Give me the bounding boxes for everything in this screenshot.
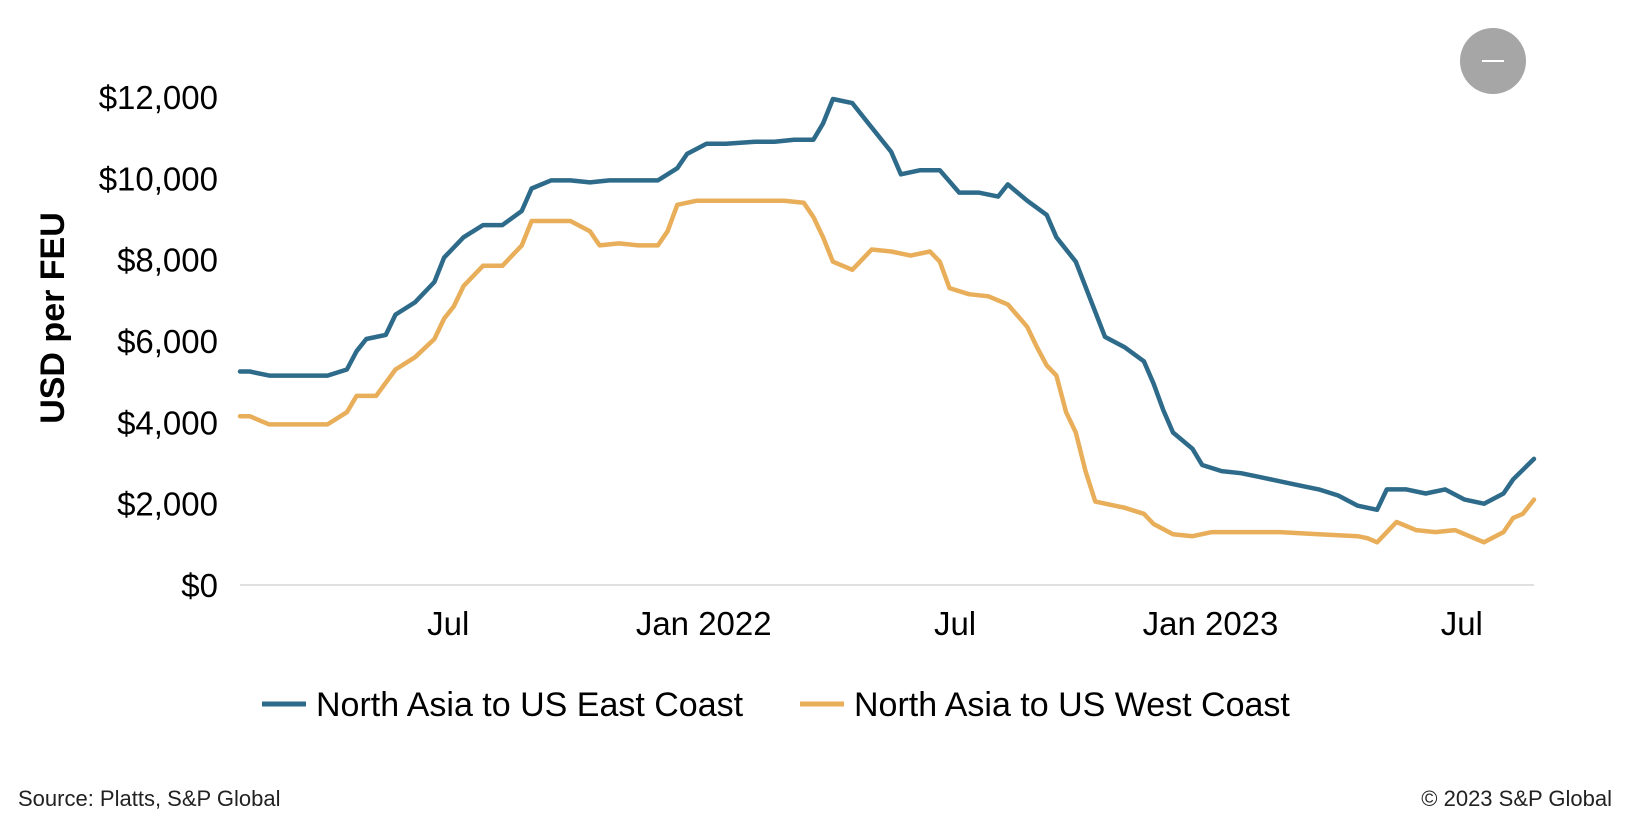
x-tick-label: Jan 2023 — [1143, 605, 1279, 642]
y-axis-ticks: $0 $2,000 $4,000 $6,000 $8,000 $10,000 $12,000 — [99, 79, 218, 604]
x-tick-label: Jan 2022 — [636, 605, 772, 642]
copyright-note: © 2023 S&P Global — [1421, 786, 1612, 811]
y-tick-label: $10,000 — [99, 160, 218, 197]
y-axis-label: USD per FEU — [34, 212, 72, 424]
collapse-button[interactable] — [1460, 28, 1526, 94]
series-lines — [237, 96, 1537, 545]
y-tick-label: $12,000 — [99, 79, 218, 116]
legend-label-1: North Asia to US East Coast — [316, 686, 744, 724]
x-tick-label: Jul — [1441, 605, 1483, 642]
series-line-2 — [237, 198, 1537, 545]
legend: North Asia to US East Coast North Asia to… — [262, 686, 1290, 724]
y-tick-label: $4,000 — [117, 404, 218, 441]
legend-label-2: North Asia to US West Coast — [854, 686, 1290, 724]
x-tick-label: Jul — [934, 605, 976, 642]
series-line-1 — [237, 96, 1537, 513]
y-tick-label: $6,000 — [117, 323, 218, 360]
x-tick-label: Jul — [427, 605, 469, 642]
y-tick-label: $8,000 — [117, 242, 218, 279]
y-tick-label: $0 — [181, 567, 218, 604]
y-tick-label: $2,000 — [117, 486, 218, 523]
source-note: Source: Platts, S&P Global — [18, 786, 281, 811]
x-axis-ticks: Jul Jan 2022 Jul Jan 2023 Jul — [427, 605, 1483, 642]
minus-icon — [1482, 60, 1504, 62]
